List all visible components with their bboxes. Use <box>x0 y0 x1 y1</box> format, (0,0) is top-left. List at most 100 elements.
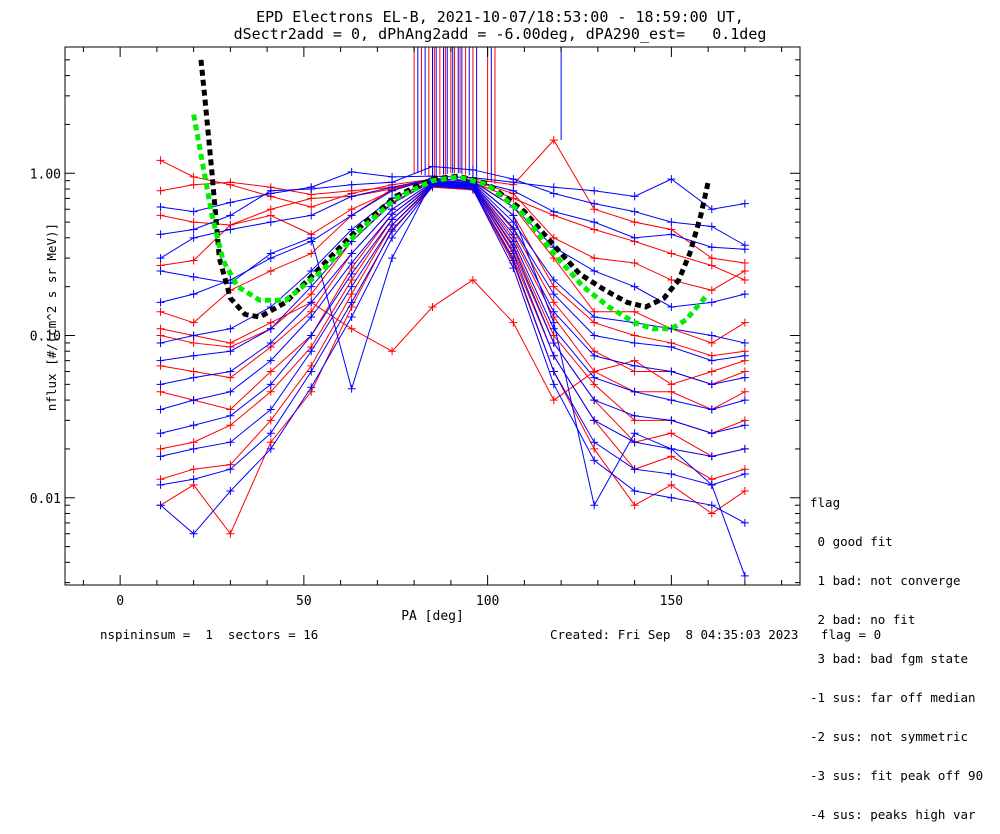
series-red-point <box>189 218 198 227</box>
series-blue-point <box>468 184 477 193</box>
series-red-point <box>707 338 716 347</box>
series-blue-line <box>160 166 746 246</box>
series-blue-point <box>590 438 599 447</box>
series-red-point <box>307 194 316 203</box>
series-blue-point <box>740 351 749 360</box>
series-red-point <box>266 416 275 425</box>
series-blue-point <box>226 487 235 496</box>
series-blue-point <box>549 275 558 284</box>
series-blue-point <box>307 211 316 220</box>
series-red-line <box>160 279 746 401</box>
footer-info-left: nspininsum = 1 sectors = 16 <box>100 627 319 642</box>
flag-legend-entry: -2 sus: not symmetric <box>810 729 969 744</box>
series-blue-point <box>740 290 749 299</box>
flag-legend-entry: 3 bad: bad fgm state <box>810 651 969 666</box>
series-blue-point <box>189 421 198 430</box>
series-red-line <box>160 184 745 457</box>
series-blue-point <box>347 258 356 267</box>
series-blue-point <box>189 444 198 453</box>
series-blue-point <box>590 266 599 275</box>
series-red-point <box>156 444 165 453</box>
flag-legend-entry: 0 good fit <box>810 534 893 549</box>
series-red-point <box>266 387 275 396</box>
series-blue-point <box>189 290 198 299</box>
series-blue-point <box>347 269 356 278</box>
series-blue-point <box>388 227 397 236</box>
series-blue-point <box>740 373 749 382</box>
series-blue-point <box>630 361 639 370</box>
series-red-point <box>156 211 165 220</box>
series-blue-point <box>630 282 639 291</box>
series-blue-point <box>388 186 397 195</box>
axes: 0 50 100 150 PA [deg] 0.01 0.10 1.00 <box>30 46 801 624</box>
series-red-point <box>549 298 558 307</box>
series-blue-point <box>156 356 165 365</box>
plot-canvas: 0 50 100 150 PA [deg] 0.01 0.10 1.00 <box>30 46 801 624</box>
series-blue-point <box>266 429 275 438</box>
series-red-point <box>266 205 275 214</box>
series-blue-point <box>509 256 518 265</box>
y-tick-label: 0.10 <box>30 330 61 345</box>
series-red-point <box>189 465 198 474</box>
series-blue-point <box>707 243 716 252</box>
series-red-point <box>347 324 356 333</box>
x-tick-label: 100 <box>476 594 499 609</box>
flag-legend-entry: -3 sus: fit peak off 90 <box>810 768 984 783</box>
flag-legend-entry: -1 sus: far off median <box>810 690 976 705</box>
series-red-point <box>707 367 716 376</box>
series-blue-point <box>667 367 676 376</box>
y-axis-label: nflux [#/(cm^2 s sr MeV)] <box>44 222 59 412</box>
series-blue-point <box>740 470 749 479</box>
y-tick-label: 0.01 <box>30 492 61 507</box>
series-blue-point <box>549 318 558 327</box>
series-blue-point <box>347 167 356 176</box>
series-blue-line <box>160 178 745 259</box>
flag-legend-entry: 2 bad: no fit <box>810 612 916 627</box>
series-red-point <box>428 302 437 311</box>
series-blue-point <box>630 338 639 347</box>
series-blue-point <box>266 218 275 227</box>
series-blue-point <box>266 380 275 389</box>
series-blue-point <box>266 444 275 453</box>
series-blue-point <box>156 380 165 389</box>
flag-legend-entry: 1 bad: not converge <box>810 573 961 588</box>
series-red-point <box>307 290 316 299</box>
series-red-point <box>156 186 165 195</box>
series-red-point <box>189 256 198 265</box>
series-blue-point <box>347 384 356 393</box>
series-red-line <box>160 180 746 385</box>
series-blue-point <box>156 338 165 347</box>
series-blue-point <box>156 452 165 461</box>
series-blue-line <box>160 184 745 457</box>
series-blue-point <box>226 198 235 207</box>
series-blue-point <box>740 241 749 250</box>
series-blue-point <box>667 444 676 453</box>
series-blue-line <box>160 183 745 434</box>
series-blue-point <box>590 186 599 195</box>
series-red-point <box>189 172 198 181</box>
series-blue-point <box>549 338 558 347</box>
series-red-point <box>266 438 275 447</box>
series-blue-point <box>189 373 198 382</box>
series-red-point <box>388 347 397 356</box>
series-blue-point <box>590 331 599 340</box>
series-blue-point <box>590 199 599 208</box>
series-red-point <box>156 387 165 396</box>
series-blue-point <box>189 475 198 484</box>
series-blue-point <box>388 233 397 242</box>
series-blue-point <box>590 373 599 382</box>
series-blue-line <box>160 177 745 308</box>
series-blue-point <box>388 178 397 187</box>
series-red-point <box>707 286 716 295</box>
series-blue-point <box>630 438 639 447</box>
series-blue-point <box>740 199 749 208</box>
series-red-point <box>630 258 639 267</box>
series-red-point <box>266 367 275 376</box>
series-red-point <box>667 429 676 438</box>
series-blue-point <box>549 351 558 360</box>
series-blue-point <box>307 367 316 376</box>
series-blue-point <box>156 480 165 489</box>
series-blue-point <box>156 230 165 239</box>
series-blue-point <box>667 470 676 479</box>
series-blue-point <box>189 272 198 281</box>
